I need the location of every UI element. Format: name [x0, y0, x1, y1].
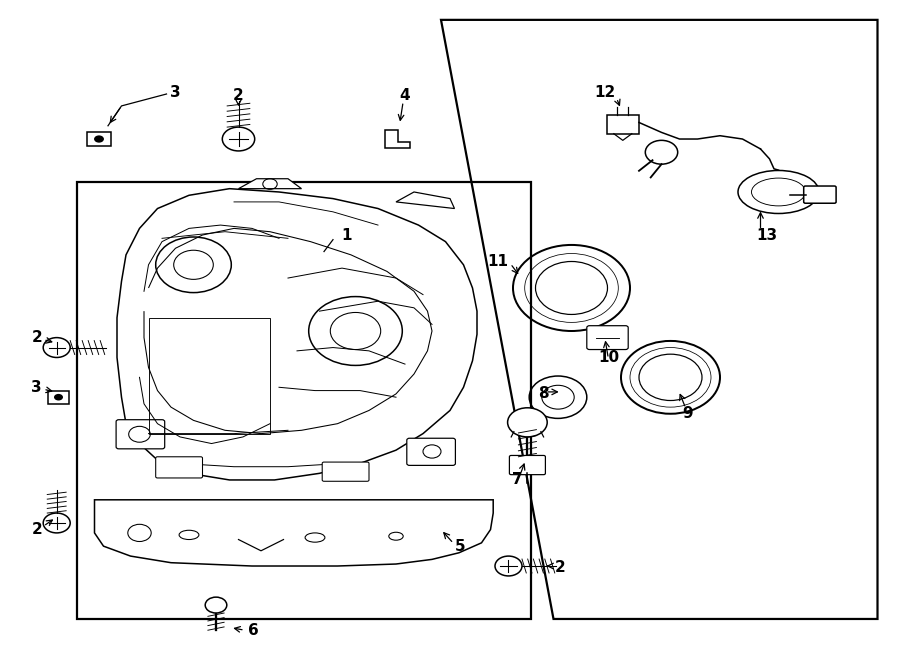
- Circle shape: [495, 556, 522, 576]
- Text: 7: 7: [512, 473, 523, 487]
- FancyBboxPatch shape: [804, 186, 836, 203]
- Text: 10: 10: [598, 350, 619, 365]
- Text: 13: 13: [756, 228, 777, 242]
- Circle shape: [205, 597, 227, 613]
- Text: 5: 5: [454, 539, 465, 553]
- Text: 11: 11: [488, 254, 508, 269]
- Text: 2: 2: [32, 330, 42, 345]
- Text: 3: 3: [32, 380, 42, 395]
- FancyBboxPatch shape: [322, 462, 369, 481]
- Text: 2: 2: [32, 522, 42, 537]
- FancyBboxPatch shape: [116, 420, 165, 449]
- Circle shape: [43, 513, 70, 533]
- Circle shape: [645, 140, 678, 164]
- Text: 4: 4: [400, 89, 410, 103]
- Circle shape: [43, 338, 70, 357]
- FancyBboxPatch shape: [587, 326, 628, 350]
- Polygon shape: [396, 192, 454, 209]
- Text: 6: 6: [248, 623, 258, 638]
- FancyBboxPatch shape: [509, 455, 545, 475]
- Text: 3: 3: [170, 85, 181, 100]
- FancyBboxPatch shape: [87, 132, 111, 146]
- FancyBboxPatch shape: [607, 115, 639, 134]
- Text: 12: 12: [594, 85, 616, 100]
- Text: 8: 8: [538, 387, 549, 401]
- Text: 1: 1: [341, 228, 352, 242]
- Polygon shape: [385, 130, 410, 148]
- Text: 9: 9: [682, 406, 693, 421]
- FancyBboxPatch shape: [156, 457, 202, 478]
- Polygon shape: [238, 179, 302, 189]
- Circle shape: [508, 408, 547, 437]
- Circle shape: [222, 127, 255, 151]
- Text: 2: 2: [554, 560, 565, 575]
- Circle shape: [94, 136, 104, 142]
- Text: 2: 2: [233, 89, 244, 103]
- FancyBboxPatch shape: [48, 391, 69, 404]
- FancyBboxPatch shape: [407, 438, 455, 465]
- Circle shape: [54, 394, 63, 401]
